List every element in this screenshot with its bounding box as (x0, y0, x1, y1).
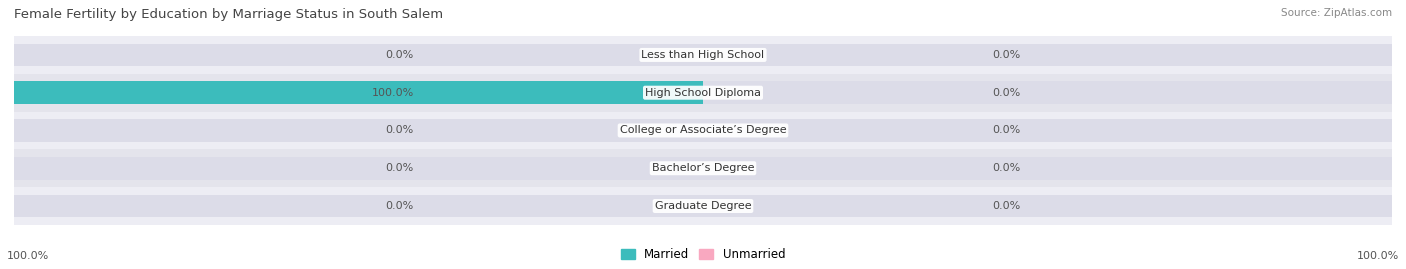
Text: 0.0%: 0.0% (993, 201, 1021, 211)
Bar (703, 157, 1392, 180)
Text: 0.0%: 0.0% (385, 201, 413, 211)
Bar (14, 119, 703, 142)
Bar (703, 119, 1392, 142)
Text: College or Associate’s Degree: College or Associate’s Degree (620, 125, 786, 136)
Text: Bachelor’s Degree: Bachelor’s Degree (652, 163, 754, 173)
Text: Source: ZipAtlas.com: Source: ZipAtlas.com (1281, 8, 1392, 18)
Bar (14, 74, 1392, 112)
Text: 100.0%: 100.0% (1357, 251, 1399, 261)
Text: Female Fertility by Education by Marriage Status in South Salem: Female Fertility by Education by Marriag… (14, 8, 443, 21)
Text: 0.0%: 0.0% (993, 88, 1021, 98)
Bar (14, 195, 703, 217)
Bar (703, 195, 1392, 217)
Bar (14, 36, 1392, 74)
Bar (703, 81, 1392, 104)
Text: Graduate Degree: Graduate Degree (655, 201, 751, 211)
Text: 0.0%: 0.0% (993, 50, 1021, 60)
Text: 100.0%: 100.0% (7, 251, 49, 261)
Text: 0.0%: 0.0% (385, 125, 413, 136)
Bar (14, 157, 703, 180)
Bar (703, 44, 1392, 66)
Bar (14, 112, 1392, 149)
Text: High School Diploma: High School Diploma (645, 88, 761, 98)
Text: 0.0%: 0.0% (993, 125, 1021, 136)
Text: 100.0%: 100.0% (371, 88, 413, 98)
Bar (14, 187, 1392, 225)
Text: 0.0%: 0.0% (385, 50, 413, 60)
Bar (14, 81, 703, 104)
Text: 0.0%: 0.0% (993, 163, 1021, 173)
Text: Less than High School: Less than High School (641, 50, 765, 60)
Bar (14, 81, 703, 104)
Bar (14, 44, 703, 66)
Legend: Married, Unmarried: Married, Unmarried (616, 243, 790, 266)
Bar (14, 149, 1392, 187)
Text: 0.0%: 0.0% (385, 163, 413, 173)
